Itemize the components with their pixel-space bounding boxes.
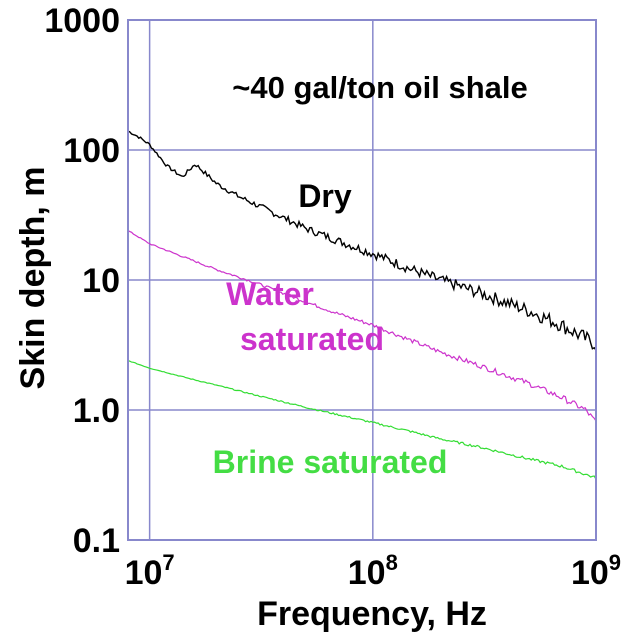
y-tick-label: 1.0 — [73, 392, 120, 430]
x-tick-labels: 107 108 109 — [125, 550, 621, 592]
y-axis-label: Skin depth, m — [14, 167, 52, 390]
y-tick-labels: 0.1 1.0 10 100 1000 — [44, 2, 120, 560]
x-tick-label: 108 — [348, 550, 398, 592]
series-line-water-saturated — [127, 229, 597, 422]
y-tick-label: 0.1 — [73, 522, 120, 560]
series-line-dry — [127, 130, 597, 351]
series-label-brine: Brine saturated — [213, 444, 448, 480]
series-label-water-line1: Water — [226, 276, 314, 312]
y-tick-label: 1000 — [44, 2, 120, 40]
plot-frame — [127, 19, 597, 541]
x-tick-label: 107 — [125, 550, 175, 592]
series-line-brine-saturated — [127, 359, 597, 480]
y-tick-label: 10 — [82, 262, 120, 300]
chart-annotation-title: ~40 gal/ton oil shale — [232, 70, 527, 105]
x-tick-label: 109 — [571, 550, 621, 592]
series-lines — [127, 130, 597, 480]
series-label-dry: Dry — [298, 178, 352, 214]
x-axis-label: Frequency, Hz — [257, 595, 487, 633]
series-label-water-line2: saturated — [240, 321, 384, 357]
y-tick-label: 100 — [63, 132, 120, 170]
